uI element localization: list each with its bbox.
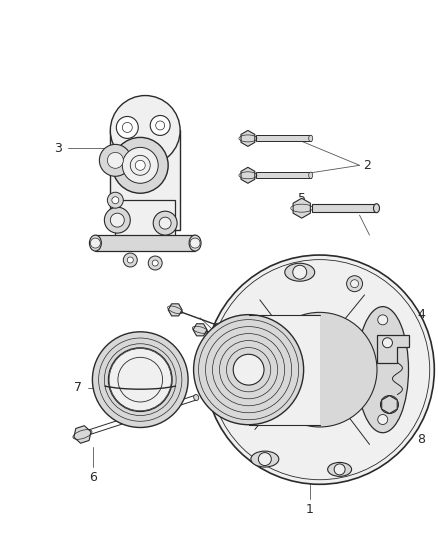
Circle shape: [378, 315, 388, 325]
Bar: [256, 172, 311, 178]
Circle shape: [382, 338, 392, 348]
Ellipse shape: [189, 235, 201, 251]
Circle shape: [130, 155, 150, 175]
Text: 2: 2: [364, 159, 371, 172]
Text: 1: 1: [306, 503, 314, 516]
Ellipse shape: [374, 204, 379, 213]
Circle shape: [135, 160, 145, 171]
Circle shape: [155, 121, 165, 130]
Circle shape: [385, 400, 395, 409]
Circle shape: [127, 257, 133, 263]
Circle shape: [104, 207, 130, 233]
Circle shape: [99, 144, 131, 176]
Circle shape: [346, 276, 363, 292]
Bar: [115, 200, 175, 240]
Circle shape: [159, 217, 171, 229]
Circle shape: [293, 265, 307, 279]
Text: 7: 7: [74, 381, 82, 394]
Circle shape: [148, 256, 162, 270]
Ellipse shape: [309, 172, 313, 179]
Circle shape: [92, 332, 188, 427]
Circle shape: [153, 211, 177, 235]
Circle shape: [150, 116, 170, 135]
Ellipse shape: [357, 306, 409, 433]
Ellipse shape: [241, 340, 251, 345]
Text: 3: 3: [55, 142, 63, 155]
Circle shape: [152, 260, 158, 266]
Ellipse shape: [194, 394, 199, 400]
Circle shape: [378, 415, 388, 424]
Circle shape: [205, 255, 434, 484]
Bar: [110, 131, 180, 230]
Circle shape: [107, 192, 124, 208]
Text: 5: 5: [298, 192, 306, 205]
Circle shape: [107, 152, 124, 168]
Ellipse shape: [285, 263, 314, 281]
Circle shape: [262, 312, 377, 427]
Ellipse shape: [89, 235, 101, 251]
Circle shape: [124, 253, 137, 267]
Circle shape: [108, 348, 172, 411]
Polygon shape: [378, 335, 410, 362]
Text: 8: 8: [417, 433, 425, 446]
Circle shape: [118, 357, 162, 402]
Circle shape: [112, 197, 119, 204]
Ellipse shape: [215, 324, 225, 329]
Circle shape: [110, 213, 124, 227]
Circle shape: [381, 395, 399, 414]
Text: 2: 2: [244, 351, 252, 364]
Circle shape: [350, 280, 359, 288]
Bar: [249, 314, 320, 425]
Circle shape: [233, 354, 264, 385]
Circle shape: [110, 95, 180, 165]
Circle shape: [117, 117, 138, 139]
Ellipse shape: [328, 463, 352, 477]
Bar: [256, 135, 311, 141]
Bar: [312, 204, 377, 212]
Ellipse shape: [309, 135, 313, 142]
Circle shape: [122, 148, 158, 183]
Circle shape: [258, 453, 271, 465]
Circle shape: [334, 464, 345, 475]
Circle shape: [90, 238, 100, 248]
Bar: [95, 235, 195, 251]
Circle shape: [190, 238, 200, 248]
Circle shape: [112, 138, 168, 193]
Circle shape: [122, 123, 132, 132]
Circle shape: [194, 314, 304, 425]
Ellipse shape: [251, 451, 279, 467]
Text: 6: 6: [89, 471, 97, 484]
Text: 4: 4: [417, 309, 425, 321]
